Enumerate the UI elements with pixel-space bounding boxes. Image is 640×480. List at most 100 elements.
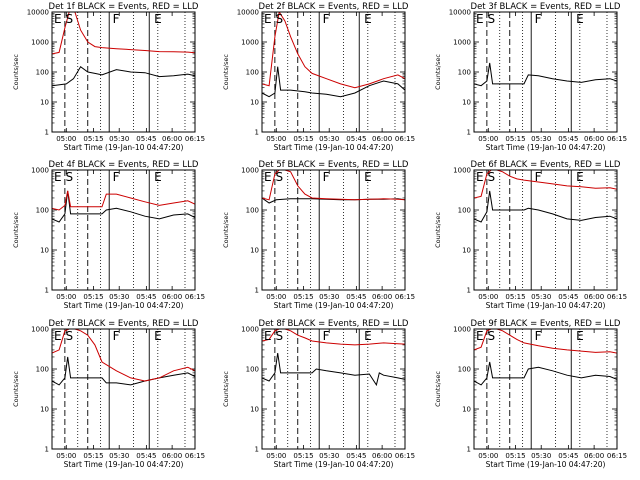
x-tick-label: 06:00 (372, 135, 392, 143)
region-label: F (113, 329, 120, 343)
y-axis-label: Counts/sec (12, 371, 20, 407)
panel-title: Det 6f BLACK = Events, RED = LLD (471, 160, 621, 170)
y-axis-label: Counts/sec (434, 54, 442, 90)
y-tick-label: 1 (45, 287, 49, 295)
y-axis-label: Counts/sec (222, 54, 230, 90)
x-tick-label: 05:45 (136, 293, 156, 301)
x-tick-label: 06:00 (162, 293, 182, 301)
x-tick-label: 05:30 (531, 135, 551, 143)
region-label: E (54, 12, 62, 26)
region-label: E (476, 170, 484, 184)
region-label: S (275, 12, 283, 26)
region-label: F (113, 12, 120, 26)
panel-frame (51, 169, 196, 291)
x-tick-label: 05:45 (346, 135, 366, 143)
panel-3: Det 3f BLACK = Events, RED = LLD Counts/s… (434, 2, 627, 152)
x-tick-label: 05:00 (266, 293, 286, 301)
y-tick-label: 1000 (31, 167, 49, 175)
y-tick-label: 1 (467, 129, 471, 137)
panel-frame (473, 169, 618, 291)
panel-frame (261, 11, 406, 133)
x-tick-label: 05:00 (56, 293, 76, 301)
x-tick-label: 05:00 (56, 452, 76, 460)
y-tick-label: 10 (462, 406, 471, 414)
x-tick-label: 05:45 (558, 135, 578, 143)
region-label: S (65, 12, 73, 26)
region-label: S (275, 329, 283, 343)
x-tick-label: 06:15 (607, 452, 627, 460)
y-tick-label: 100 (458, 69, 471, 77)
region-label: F (535, 12, 542, 26)
series-line-lld (52, 12, 195, 55)
y-tick-label: 100 (246, 366, 259, 374)
series-line-lld (474, 329, 617, 354)
x-tick-label: 05:30 (319, 452, 339, 460)
x-tick-label: 06:00 (162, 452, 182, 460)
x-tick-label: 06:00 (162, 135, 182, 143)
region-label: E (154, 12, 162, 26)
y-tick-label: 100 (458, 366, 471, 374)
x-tick-label: 05:15 (83, 135, 103, 143)
series-line-events (52, 65, 195, 87)
x-tick-label: 06:15 (607, 293, 627, 301)
x-tick-label: 05:15 (505, 135, 525, 143)
region-label: E (364, 12, 372, 26)
x-axis-label: Start Time (19-Jan-10 04:47:20) (64, 460, 184, 469)
region-label: E (54, 170, 62, 184)
region-label: E (364, 170, 372, 184)
panel-title: Det 5f BLACK = Events, RED = LLD (259, 160, 409, 170)
y-tick-label: 10 (462, 99, 471, 107)
x-axis-label: Start Time (19-Jan-10 04:47:20) (274, 143, 394, 152)
panel-frame (261, 328, 406, 450)
y-tick-label: 1000 (31, 326, 49, 334)
panel-title: Det 9f BLACK = Events, RED = LLD (471, 319, 621, 329)
region-label: E (576, 12, 584, 26)
x-axis-label: Start Time (19-Jan-10 04:47:20) (486, 301, 606, 310)
x-tick-label: 06:15 (395, 293, 415, 301)
x-tick-label: 06:15 (185, 293, 205, 301)
panel-frame (473, 328, 618, 450)
y-tick-label: 1000 (31, 39, 49, 47)
x-tick-label: 05:30 (109, 452, 129, 460)
y-tick-label: 1 (467, 287, 471, 295)
series-line-lld (262, 170, 405, 201)
region-label: F (535, 329, 542, 343)
x-tick-label: 05:30 (531, 452, 551, 460)
y-tick-label: 10 (250, 247, 259, 255)
x-tick-label: 05:00 (478, 135, 498, 143)
x-tick-label: 06:00 (584, 293, 604, 301)
x-tick-label: 05:45 (136, 452, 156, 460)
x-tick-label: 05:45 (558, 452, 578, 460)
x-tick-label: 06:00 (584, 135, 604, 143)
region-label: E (576, 329, 584, 343)
region-label: E (154, 170, 162, 184)
y-tick-label: 1000 (453, 39, 471, 47)
x-axis-label: Start Time (19-Jan-10 04:47:20) (64, 143, 184, 152)
x-tick-label: 05:45 (136, 135, 156, 143)
x-axis-label: Start Time (19-Jan-10 04:47:20) (486, 460, 606, 469)
y-tick-label: 100 (36, 69, 49, 77)
region-label: S (487, 170, 495, 184)
panel-frame (51, 328, 196, 450)
x-axis-label: Start Time (19-Jan-10 04:47:20) (486, 143, 606, 152)
series-line-events (52, 356, 195, 386)
y-tick-label: 100 (458, 207, 471, 215)
y-tick-label: 100 (36, 207, 49, 215)
y-axis-label: Counts/sec (12, 54, 20, 90)
panel-1: Det 1f BLACK = Events, RED = LLD Counts/s… (12, 2, 205, 152)
region-label: E (476, 329, 484, 343)
series-line-events (474, 190, 617, 223)
series-line-lld (262, 329, 405, 346)
region-label: E (154, 329, 162, 343)
region-label: F (323, 170, 330, 184)
x-tick-label: 05:45 (346, 452, 366, 460)
series-line-lld (262, 12, 405, 89)
y-tick-label: 1000 (241, 39, 259, 47)
y-tick-label: 100 (246, 207, 259, 215)
y-tick-label: 10 (250, 406, 259, 414)
x-tick-label: 05:45 (346, 293, 366, 301)
x-axis-label: Start Time (19-Jan-10 04:47:20) (274, 301, 394, 310)
panel-title: Det 2f BLACK = Events, RED = LLD (259, 2, 409, 12)
series-line-events (474, 62, 617, 87)
